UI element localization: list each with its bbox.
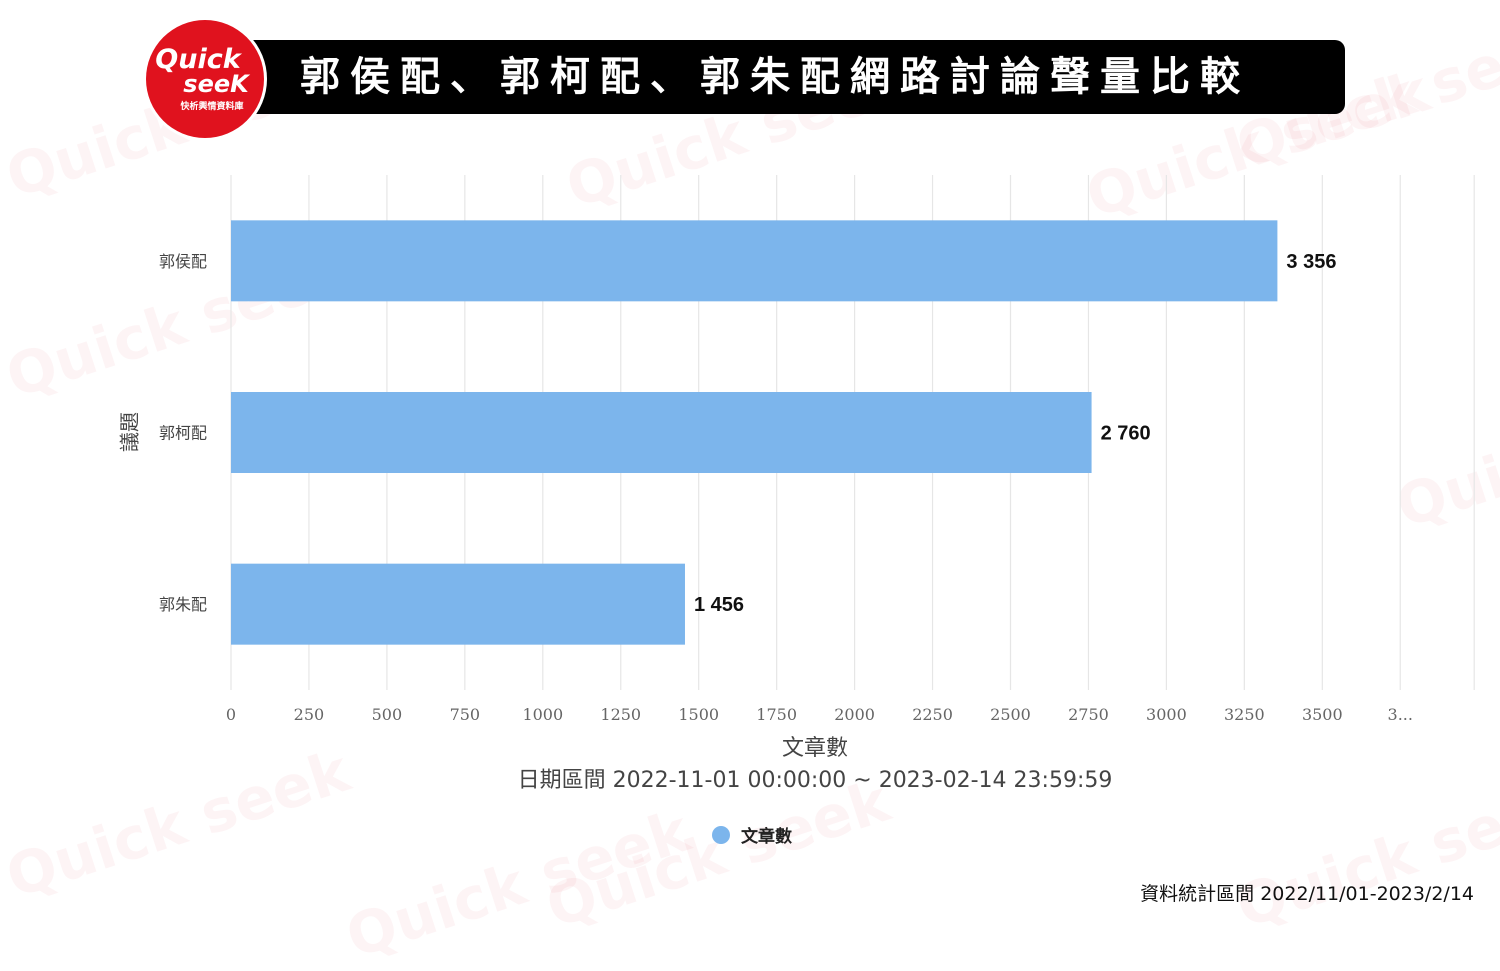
- data-label: 1 456: [694, 594, 744, 616]
- quickseek-logo: Quick seeK 快析輿情資料庫: [146, 20, 264, 138]
- legend-label: 文章數: [741, 827, 792, 847]
- footer-note: 資料統計區間 2022/11/01-2023/2/14: [1140, 883, 1474, 905]
- logo-tagline: 快析輿情資料庫: [180, 101, 244, 112]
- x-axis-title: 文章數: [781, 736, 848, 761]
- y-axis-title: 議題: [117, 412, 142, 452]
- x-tick-label: 500: [372, 705, 403, 724]
- logo-text-line1: Quick: [155, 43, 241, 75]
- x-tick-label: 3000: [1146, 705, 1187, 724]
- x-tick-label: 3500: [1302, 705, 1343, 724]
- x-tick-label: 1500: [678, 705, 719, 724]
- data-label: 3 356: [1286, 251, 1336, 273]
- y-category-label: 郭柯配: [159, 424, 207, 443]
- x-tick-label: 2500: [990, 705, 1031, 724]
- bar: [231, 220, 1278, 302]
- x-tick-label: 1250: [600, 705, 641, 724]
- x-tick-label: 250: [294, 705, 325, 724]
- page-title: 郭侯配、郭柯配、郭朱配網路討論聲量比較: [300, 54, 1250, 100]
- x-tick-label: 3...: [1388, 705, 1413, 724]
- label-layer: 0 250 500 750 1000 1250 1500 1750 2000 2250 2500 27…: [159, 251, 1413, 724]
- x-tick-label: 2250: [912, 705, 953, 724]
- y-category-label: 郭朱配: [159, 595, 207, 614]
- legend-marker: [712, 825, 730, 844]
- x-tick-label: 1750: [756, 705, 797, 724]
- bar: [231, 392, 1092, 473]
- bar-layer: [231, 220, 1278, 645]
- x-tick-label: 2750: [1068, 705, 1109, 724]
- bar: [231, 563, 685, 645]
- x-tick-label: 750: [450, 705, 481, 724]
- x-tick-label: 1000: [522, 705, 563, 724]
- x-tick-label: 0: [226, 705, 236, 724]
- x-tick-label: 2000: [834, 705, 875, 724]
- legend[interactable]: 文章數: [712, 822, 792, 847]
- logo-text-line2: seeK: [183, 69, 249, 98]
- x-axis-subtitle: 日期區間 2022-11-01 00:00:00 ~ 2023-02-14 23…: [517, 768, 1113, 793]
- x-tick-label: 3250: [1224, 705, 1265, 724]
- bar-chart: 0 250 500 750 1000 1250 1500 1750 2000 2250 2500 27…: [159, 175, 1475, 724]
- data-label: 2 760: [1101, 423, 1151, 445]
- y-category-label: 郭侯配: [159, 252, 207, 271]
- title-bar: [190, 40, 1345, 114]
